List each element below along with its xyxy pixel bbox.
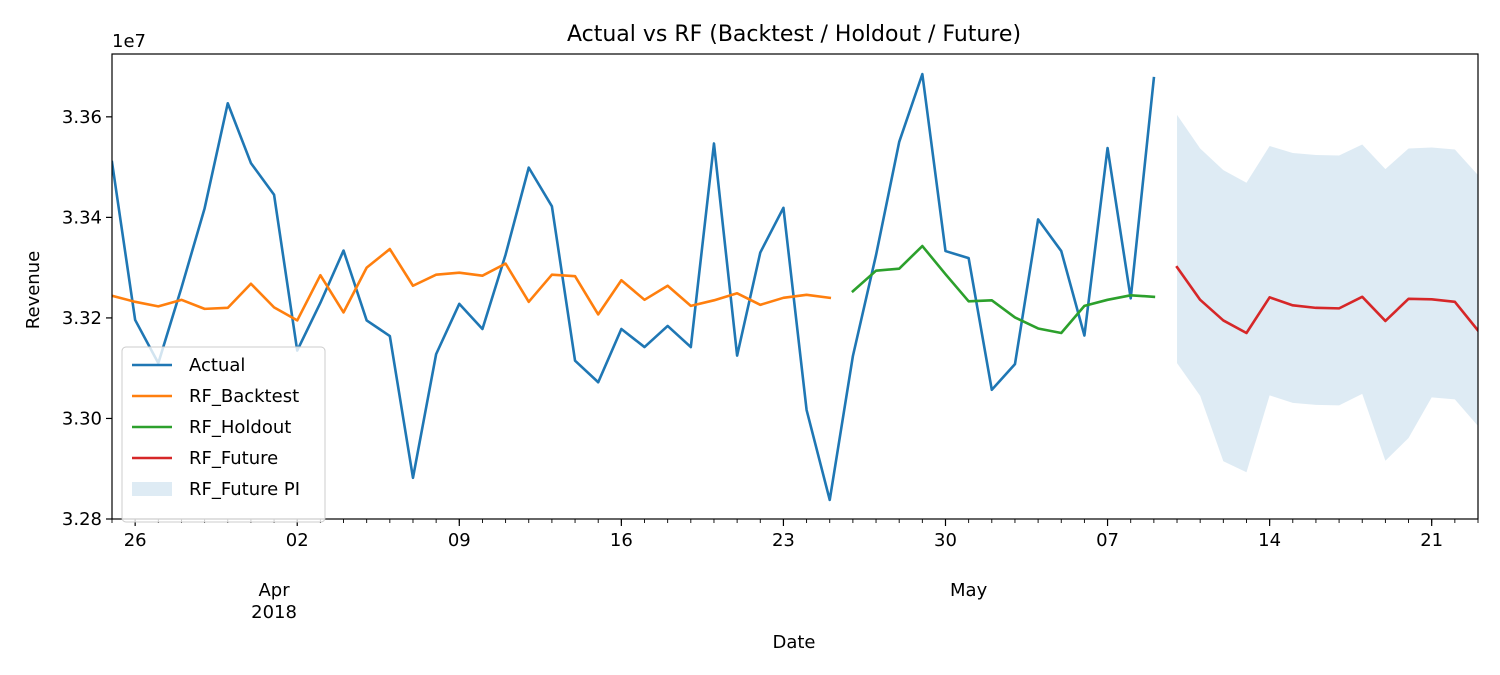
y-tick-label: 3.36 xyxy=(62,107,102,128)
legend-label-rf-future-pi: RF_Future PI xyxy=(189,479,300,500)
x-tick-label: 02 xyxy=(286,530,309,551)
series-lines-layer xyxy=(112,72,1478,502)
x-axis-title: Date xyxy=(772,632,815,653)
y-tick-label: 3.34 xyxy=(62,207,102,228)
actual-series-line xyxy=(112,72,1156,502)
y-tick-label: 3.30 xyxy=(62,408,102,429)
y-axis-scale-label: 1e7 xyxy=(112,31,146,52)
x-tick-label: 30 xyxy=(934,530,957,551)
y-tick-label: 3.28 xyxy=(62,509,102,530)
x-tick-label: 07 xyxy=(1096,530,1119,551)
x-tick-label: 16 xyxy=(610,530,633,551)
axes-layer: 3.28 3.30 3.32 3.34 3.36 26 02 09 16 23 30 07 14 21 Ap… xyxy=(62,53,1479,623)
chart-title: Actual vs RF (Backtest / Holdout / Futur… xyxy=(567,22,1021,47)
prediction-interval-layer xyxy=(1177,114,1478,473)
y-tick-label: 3.32 xyxy=(62,308,102,329)
legend-label-actual: Actual xyxy=(189,355,245,376)
x-group-label: Apr xyxy=(258,580,290,601)
x-tick-label: 21 xyxy=(1420,530,1443,551)
legend-box xyxy=(121,346,326,523)
legend-label-rf-future: RF_Future xyxy=(189,448,278,469)
x-group-label: 2018 xyxy=(251,602,297,623)
x-tick-label: 14 xyxy=(1258,530,1281,551)
x-group-label: May xyxy=(950,580,988,601)
rf-holdout-series-line xyxy=(851,244,1156,335)
plot-frame xyxy=(111,53,1479,520)
rf-future-series-line xyxy=(1175,265,1478,335)
x-tick-label: 23 xyxy=(772,530,795,551)
legend-swatch-rf-future-pi xyxy=(132,482,172,496)
x-tick-label: 09 xyxy=(448,530,471,551)
x-tick-label: 26 xyxy=(124,530,147,551)
legend: Actual RF_Backtest RF_Holdout RF_Future RF_F… xyxy=(121,346,326,523)
legend-label-rf-backtest: RF_Backtest xyxy=(189,386,299,407)
rf-backtest-series-line xyxy=(112,247,832,322)
rf-future-pi-band xyxy=(1177,114,1478,473)
legend-label-rf-holdout: RF_Holdout xyxy=(189,417,291,438)
y-axis-title: Revenue xyxy=(23,251,44,329)
